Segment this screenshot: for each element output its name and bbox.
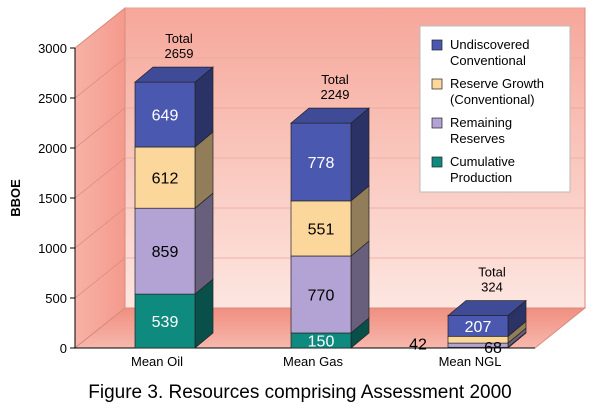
gridline <box>74 257 126 299</box>
bar-segment-side <box>350 240 370 334</box>
bar-segment <box>290 200 352 257</box>
legend-label: Production <box>450 170 512 185</box>
bar-segment-side <box>194 192 214 295</box>
data-label: 42 <box>409 336 427 353</box>
legend-swatch <box>431 117 443 129</box>
gridline <box>74 207 126 249</box>
bar-segment-side <box>350 107 370 202</box>
y-axis-label: BBOE <box>8 179 23 217</box>
x-tick-label: Mean Gas <box>283 354 343 369</box>
y-tick-label: 1000 <box>38 241 67 256</box>
data-label: 207 <box>465 319 492 336</box>
legend-box <box>419 25 571 193</box>
bar-top <box>290 107 370 124</box>
total-value: 2249 <box>321 87 350 102</box>
gridline <box>74 107 126 149</box>
legend-label: (Conventional) <box>450 92 535 107</box>
y-tick-label: 2500 <box>38 91 67 106</box>
data-label: 770 <box>308 288 335 305</box>
total-value: 324 <box>481 280 503 295</box>
y-tick-label: 3000 <box>38 41 67 56</box>
y-tick-label: 2000 <box>38 141 67 156</box>
data-label: 68 <box>484 340 502 357</box>
legend-swatch <box>431 156 443 168</box>
legend-swatch <box>431 39 443 51</box>
bar-top <box>447 300 527 316</box>
legend-item: Reserve Growth(Conventional) <box>431 76 544 107</box>
x-tick-label: Mean Oil <box>131 354 183 369</box>
bars: 539859612649Total2659150770551778Total22… <box>134 31 527 357</box>
bar-top <box>134 66 214 83</box>
y-tick-label: 500 <box>45 291 67 306</box>
x-axis: Mean Oil Mean Gas Mean NGL <box>131 354 501 369</box>
data-label: 649 <box>152 108 179 125</box>
gridline <box>74 7 126 49</box>
legend-label: Cumulative <box>450 154 515 169</box>
data-label: 551 <box>308 221 335 238</box>
legend-label: Reserve Growth <box>450 76 544 91</box>
bar-segment <box>134 207 196 295</box>
figure-caption: Figure 3. Resources comprising Assessmen… <box>88 382 512 403</box>
bar-segment <box>290 122 352 202</box>
y-tick-label: 0 <box>60 341 67 356</box>
gridline <box>74 57 126 99</box>
gridline <box>74 157 126 199</box>
bar-segment <box>290 255 352 334</box>
legend-label: Reserves <box>450 131 505 146</box>
x-tick-label: Mean NGL <box>439 354 502 369</box>
total-label: Total <box>165 31 193 46</box>
total-label: Total <box>478 265 506 280</box>
legend-label: Undiscovered <box>450 37 530 52</box>
bar-chart: 0 500 1000 1500 2000 2500 3000 BBOE 539 859 612 6… <box>8 6 587 369</box>
data-label: 150 <box>308 334 335 351</box>
bar-segment <box>134 81 196 148</box>
legend-label: Remaining <box>450 115 512 130</box>
total-value: 2659 <box>165 46 194 61</box>
data-label: 612 <box>152 171 179 188</box>
legend-label: Conventional <box>450 53 526 68</box>
total-label: Total <box>321 72 349 87</box>
y-tick-label: 1500 <box>38 191 67 206</box>
legend-swatch <box>431 78 443 90</box>
bar-segment <box>134 146 196 209</box>
data-label: 778 <box>308 155 335 172</box>
data-label: 539 <box>152 314 179 331</box>
data-label: 859 <box>152 244 179 261</box>
